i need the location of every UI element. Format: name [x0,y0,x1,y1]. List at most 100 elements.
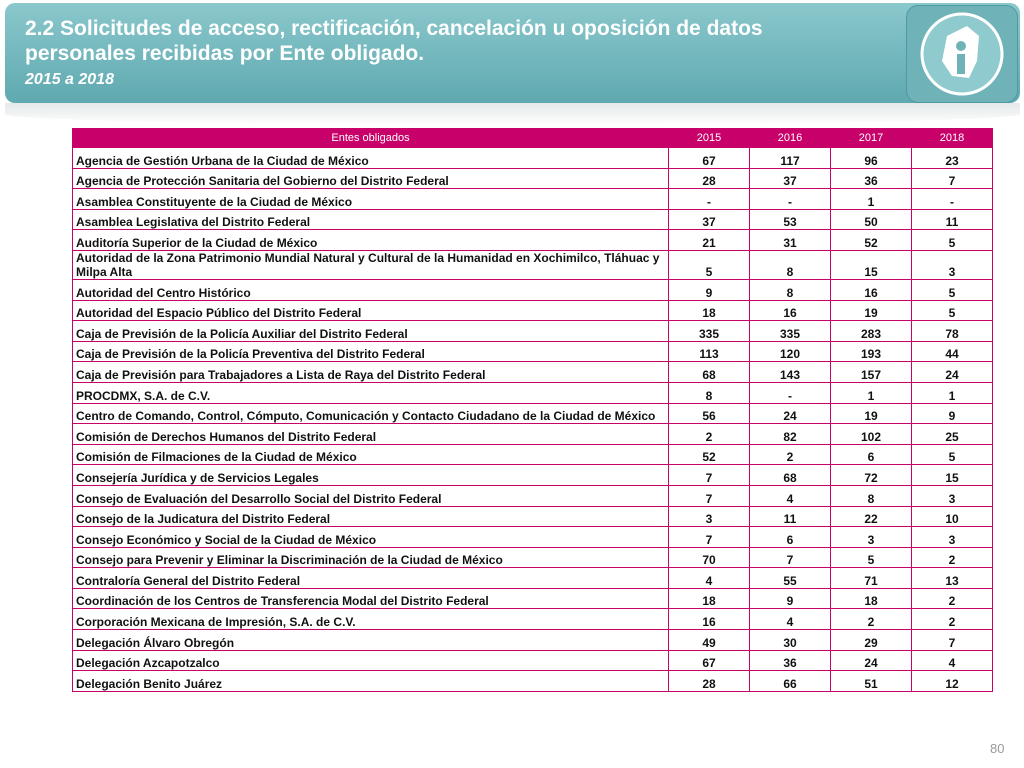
table-row: Comisión de Derechos Humanos del Distrit… [72,423,993,445]
table-row: Consejo de la Judicatura del Distrito Fe… [72,505,993,528]
cell-value: 24 [830,649,912,672]
entity-name: Caja de Previsión de la Policía Preventi… [72,340,669,363]
cell-value: 4 [911,649,993,672]
cell-value: 16 [749,299,831,322]
entity-name: Contraloría General del Distrito Federal [72,567,669,589]
cell-value: 1 [830,381,912,404]
entity-name: Delegación Azcapotzalco [72,649,669,672]
subtitle: 2015 a 2018 [25,71,114,88]
cell-value: 15 [830,249,912,280]
cell-value: 7 [668,484,750,507]
table-row: Delegación Benito Juárez 28 66 51 12 [72,670,993,692]
logo [906,5,1018,103]
cell-value: 283 [830,320,912,342]
cell-value: 19 [830,402,912,425]
table-row: Delegación Azcapotzalco 67 36 24 4 [72,649,993,672]
table-row: Asamblea Constituyente de la Ciudad de M… [72,188,993,210]
page-number: 80 [990,741,1005,756]
cell-value: 8 [830,484,912,507]
cell-value: 2 [830,608,912,631]
table-row: Caja de Previsión para Trabajadores a Li… [72,361,993,383]
cell-value: 5 [911,443,993,466]
header-banner: 2.2 Solicitudes de acceso, rectificación… [5,3,1020,103]
cell-value: 68 [749,464,831,486]
entity-name: Centro de Comando, Control, Cómputo, Com… [72,402,669,425]
cell-value: 28 [668,670,750,692]
entity-name: Caja de Previsión de la Policía Auxiliar… [72,320,669,342]
cell-value: 120 [749,340,831,363]
table-row: Caja de Previsión de la Policía Auxiliar… [72,320,993,342]
cell-value: 6 [749,526,831,548]
table-row: Asamblea Legislativa del Distrito Federa… [72,208,993,231]
entity-name: Autoridad del Espacio Público del Distri… [72,299,669,322]
entity-name: Agencia de Gestión Urbana de la Ciudad d… [72,147,669,169]
cell-value: 4 [749,608,831,631]
entity-name: Agencia de Protección Sanitaria del Gobi… [72,167,669,190]
entity-name: Asamblea Constituyente de la Ciudad de M… [72,188,669,210]
cell-value: 1 [830,188,912,210]
cell-value: 11 [911,208,993,231]
column-header: 2015 [668,128,750,148]
cell-value: 3 [911,249,993,280]
cell-value: 2 [911,608,993,631]
cell-value: 18 [830,587,912,610]
title-line: personales recibidas por Ente obligado. [25,42,425,65]
cell-value: 78 [911,320,993,342]
table-row: Comisión de Filmaciones de la Ciudad de … [72,443,993,466]
entity-name: Consejería Jurídica y de Servicios Legal… [72,464,669,486]
cell-value: 5 [911,299,993,322]
cell-value: 82 [749,423,831,445]
cell-value: 24 [911,361,993,383]
cell-value: - [749,381,831,404]
entity-name: Coordinación de los Centros de Transfere… [72,587,669,610]
cell-value: 3 [911,526,993,548]
table-row: Auditoría Superior de la Ciudad de Méxic… [72,229,993,251]
entity-name: Comisión de Derechos Humanos del Distrit… [72,423,669,445]
cell-value: 29 [830,629,912,651]
cell-value: 52 [668,443,750,466]
entity-name: Autoridad de la Zona Patrimonio Mundial … [72,249,669,280]
entity-name: PROCDMX, S.A. de C.V. [72,381,669,404]
cell-value: 102 [830,423,912,445]
entity-name: Corporación Mexicana de Impresión, S.A. … [72,608,669,631]
table-row: Corporación Mexicana de Impresión, S.A. … [72,608,993,631]
entity-name: Delegación Benito Juárez [72,670,669,692]
cell-value: 68 [668,361,750,383]
table-row: Autoridad de la Zona Patrimonio Mundial … [72,249,993,280]
cell-value: 335 [749,320,831,342]
cell-value: 28 [668,167,750,190]
cell-value: 113 [668,340,750,363]
cell-value: 66 [749,670,831,692]
table-row: Centro de Comando, Control, Cómputo, Com… [72,402,993,425]
cell-value: 55 [749,567,831,589]
entity-name: Caja de Previsión para Trabajadores a Li… [72,361,669,383]
cell-value: 49 [668,629,750,651]
cell-value: 18 [668,587,750,610]
table-row: Autoridad del Centro Histórico 9 8 16 5 [72,278,993,301]
column-header: 2016 [749,128,831,148]
entity-name: Auditoría Superior de la Ciudad de Méxic… [72,229,669,251]
cell-value: 8 [749,249,831,280]
cell-value: 53 [749,208,831,231]
table-row: Coordinación de los Centros de Transfere… [72,587,993,610]
entity-name: Consejo de Evaluación del Desarrollo Soc… [72,484,669,507]
cell-value: 31 [749,229,831,251]
cell-value: 50 [830,208,912,231]
cell-value: 7 [749,546,831,569]
cell-value: 18 [668,299,750,322]
cell-value: 2 [911,587,993,610]
cell-value: 5 [830,546,912,569]
entity-name: Comisión de Filmaciones de la Ciudad de … [72,443,669,466]
table-row: Consejo Económico y Social de la Ciudad … [72,526,993,548]
cell-value: 21 [668,229,750,251]
cell-value: 143 [749,361,831,383]
cell-value: 36 [749,649,831,672]
column-header: 2018 [911,128,993,148]
title-line: 2.2 Solicitudes de acceso, rectificación… [25,17,763,40]
table-row: Delegación Álvaro Obregón 49 30 29 7 [72,629,993,651]
cell-value: 10 [911,505,993,528]
cell-value: 70 [668,546,750,569]
cell-value: - [668,188,750,210]
cell-value: 30 [749,629,831,651]
